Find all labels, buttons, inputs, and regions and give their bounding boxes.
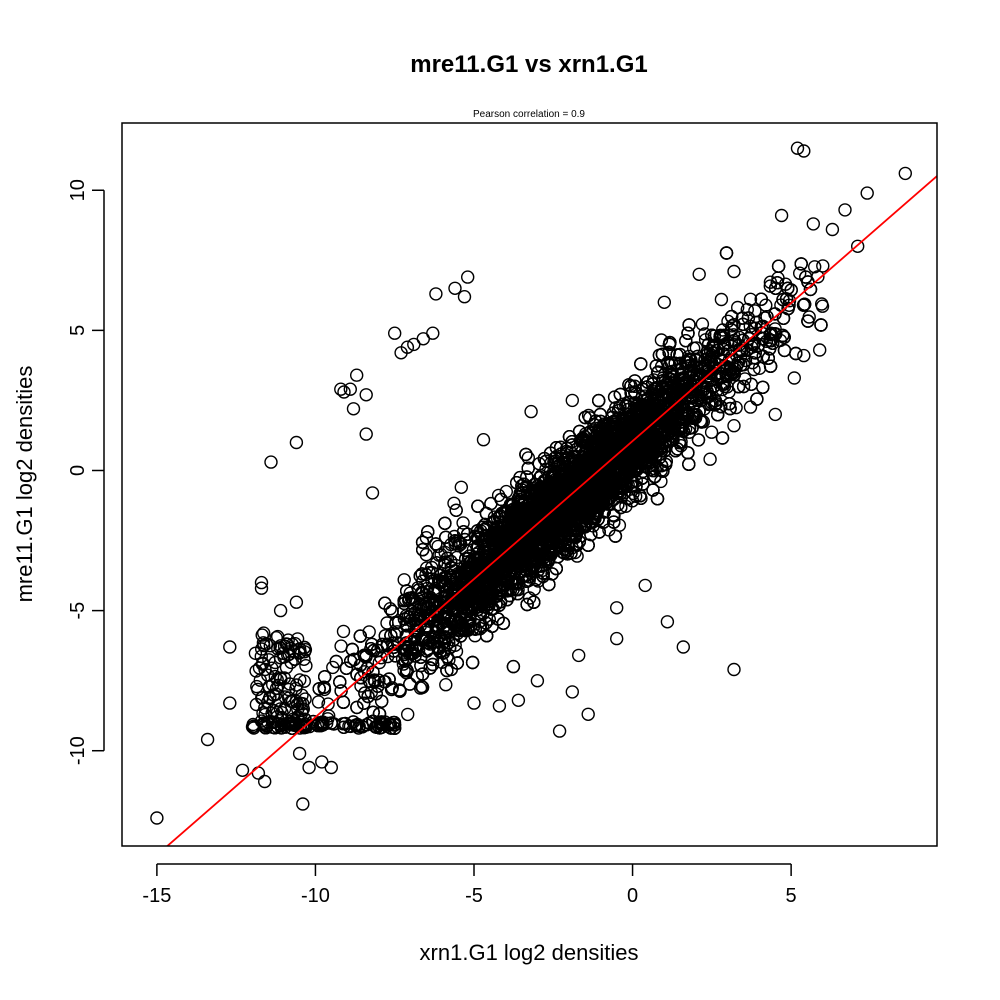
data-point bbox=[808, 260, 822, 274]
data-point bbox=[521, 451, 535, 465]
data-point bbox=[336, 624, 351, 639]
data-point bbox=[390, 636, 405, 650]
data-point bbox=[815, 299, 830, 313]
data-point bbox=[703, 452, 717, 466]
data-point bbox=[654, 333, 669, 347]
data-point bbox=[439, 678, 453, 692]
data-point bbox=[704, 425, 719, 439]
chart-title: mre11.G1 vs xrn1.G1 bbox=[410, 51, 648, 78]
data-point bbox=[403, 677, 417, 691]
data-point bbox=[311, 695, 326, 709]
data-points bbox=[150, 141, 912, 825]
data-point bbox=[342, 719, 356, 733]
chart-subtitle: Pearson correlation = 0.9 bbox=[473, 109, 585, 120]
data-point bbox=[431, 539, 445, 554]
data-point bbox=[362, 625, 376, 639]
data-point bbox=[725, 319, 739, 333]
data-point bbox=[743, 400, 758, 414]
data-point bbox=[456, 516, 470, 530]
data-point bbox=[621, 395, 635, 410]
data-point bbox=[695, 317, 710, 331]
data-point bbox=[447, 496, 461, 510]
data-point bbox=[401, 707, 415, 722]
data-point bbox=[334, 639, 348, 653]
data-point bbox=[729, 400, 743, 415]
data-point bbox=[527, 582, 541, 596]
